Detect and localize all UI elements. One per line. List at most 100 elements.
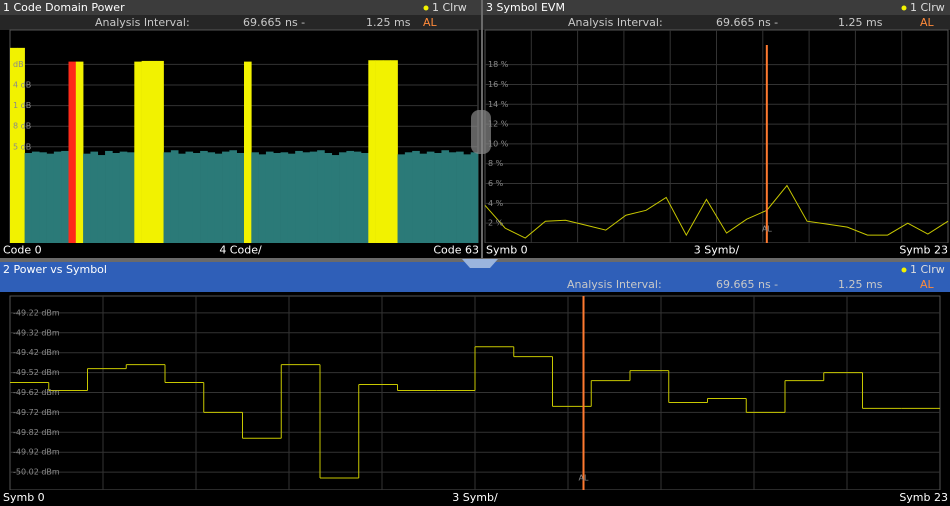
code-bar xyxy=(375,60,384,244)
analysis-flag: AL xyxy=(920,278,935,291)
y-tick-label: 5 dB xyxy=(13,142,31,151)
code-bar xyxy=(90,151,99,243)
code-bar xyxy=(390,60,398,244)
code-bar xyxy=(83,153,91,243)
code-bar xyxy=(426,151,435,243)
x-label-center: 3 Symb/ xyxy=(452,491,498,504)
analysis-flag: AL xyxy=(920,16,935,29)
analysis-stop: 1.25 ms xyxy=(838,278,883,291)
code-bar xyxy=(280,152,289,243)
y-tick-label: 6 % xyxy=(488,179,504,188)
title-bar xyxy=(483,0,950,15)
code-bar xyxy=(105,150,113,243)
y-tick-label: 1 dB xyxy=(13,101,31,110)
x-label-left: Symb 0 xyxy=(3,491,45,504)
y-tick-label: 4 % xyxy=(488,199,504,208)
x-label-left: Symb 0 xyxy=(486,244,528,257)
code-bar xyxy=(251,152,259,243)
y-tick-label: 2 % xyxy=(488,219,504,228)
code-bar xyxy=(229,150,237,243)
title-bar xyxy=(0,262,950,277)
analysis-start: 69.665 ns - xyxy=(243,16,305,29)
code-bar xyxy=(39,152,47,243)
code-bar xyxy=(68,61,77,244)
analysis-stop: 1.25 ms xyxy=(838,16,883,29)
code-bar xyxy=(382,60,391,244)
code-bar xyxy=(244,61,252,244)
code-bar xyxy=(148,60,157,243)
trace-mode: 1 Clrw xyxy=(432,1,467,14)
panel-title: 2 Power vs Symbol xyxy=(3,263,107,276)
analysis-label: Analysis Interval: xyxy=(567,278,662,291)
code-bar xyxy=(258,154,267,243)
y-tick-label: -49.22 dBm xyxy=(13,308,60,317)
analysis-start: 69.665 ns - xyxy=(716,16,778,29)
code-bar xyxy=(163,152,172,243)
info-bar xyxy=(0,277,950,292)
x-label-bar xyxy=(483,243,950,258)
y-tick-label: 10 % xyxy=(488,139,509,148)
y-tick-label: -49.62 dBm xyxy=(13,388,60,397)
code-bar xyxy=(31,151,40,243)
code-bar xyxy=(346,150,354,243)
y-tick-label: -49.92 dBm xyxy=(13,448,60,457)
info-bar xyxy=(483,15,950,30)
y-tick-label: 14 % xyxy=(488,100,509,109)
code-bar xyxy=(119,151,128,243)
y-tick-label: dB xyxy=(13,60,24,69)
split-handle[interactable] xyxy=(471,110,491,154)
code-bar xyxy=(324,152,333,243)
code-bar xyxy=(75,61,84,244)
y-tick-label: 8 dB xyxy=(13,122,31,131)
trace-dot xyxy=(901,267,907,273)
trace-mode: 1 Clrw xyxy=(910,263,945,276)
title-bar xyxy=(0,0,481,15)
code-bar xyxy=(170,150,179,243)
y-tick-label: -49.32 dBm xyxy=(13,328,60,337)
y-tick-label: -49.82 dBm xyxy=(13,428,60,437)
code-bar xyxy=(17,47,25,243)
code-bar xyxy=(361,152,369,243)
code-bar xyxy=(368,60,376,244)
code-bar xyxy=(456,151,464,243)
code-bar xyxy=(302,152,311,243)
analysis-label: Analysis Interval: xyxy=(95,16,190,29)
analysis-start: 69.665 ns - xyxy=(716,278,778,291)
code-bar xyxy=(24,152,33,243)
y-tick-label: 18 % xyxy=(488,60,509,69)
code-bar xyxy=(317,150,325,243)
code-bar xyxy=(265,151,274,243)
code-bar xyxy=(287,153,296,243)
code-bar xyxy=(200,150,208,243)
code-bar xyxy=(339,152,347,243)
y-tick-label: -49.52 dBm xyxy=(13,368,60,377)
code-bar xyxy=(470,152,479,243)
marker-label: AL xyxy=(762,225,772,234)
x-label-right: Code 63 xyxy=(433,244,479,257)
analysis-stop: 1.25 ms xyxy=(366,16,411,29)
panel-title: 1 Code Domain Power xyxy=(3,1,125,14)
code-bar xyxy=(419,153,428,243)
x-label-right: Symb 23 xyxy=(899,491,948,504)
x-label-bar xyxy=(0,490,950,506)
x-label-left: Code 0 xyxy=(3,244,42,257)
analysis-label: Analysis Interval: xyxy=(568,16,663,29)
code-bar xyxy=(178,153,186,243)
trace-dot xyxy=(423,5,429,11)
code-bar xyxy=(353,151,362,243)
code-bar xyxy=(134,61,142,244)
trace-dot xyxy=(901,5,907,11)
split-handle[interactable] xyxy=(462,259,498,268)
y-tick-label: -49.42 dBm xyxy=(13,348,60,357)
x-label-center: 3 Symb/ xyxy=(694,244,740,257)
y-tick-label: 8 % xyxy=(488,159,504,168)
analysis-flag: AL xyxy=(423,16,438,29)
code-bar xyxy=(53,151,62,243)
code-bar xyxy=(404,152,413,243)
x-label-center: 4 Code/ xyxy=(219,244,262,257)
code-bar xyxy=(112,152,120,243)
code-bar xyxy=(222,151,230,243)
code-bar xyxy=(185,151,194,243)
code-bar xyxy=(273,152,281,243)
